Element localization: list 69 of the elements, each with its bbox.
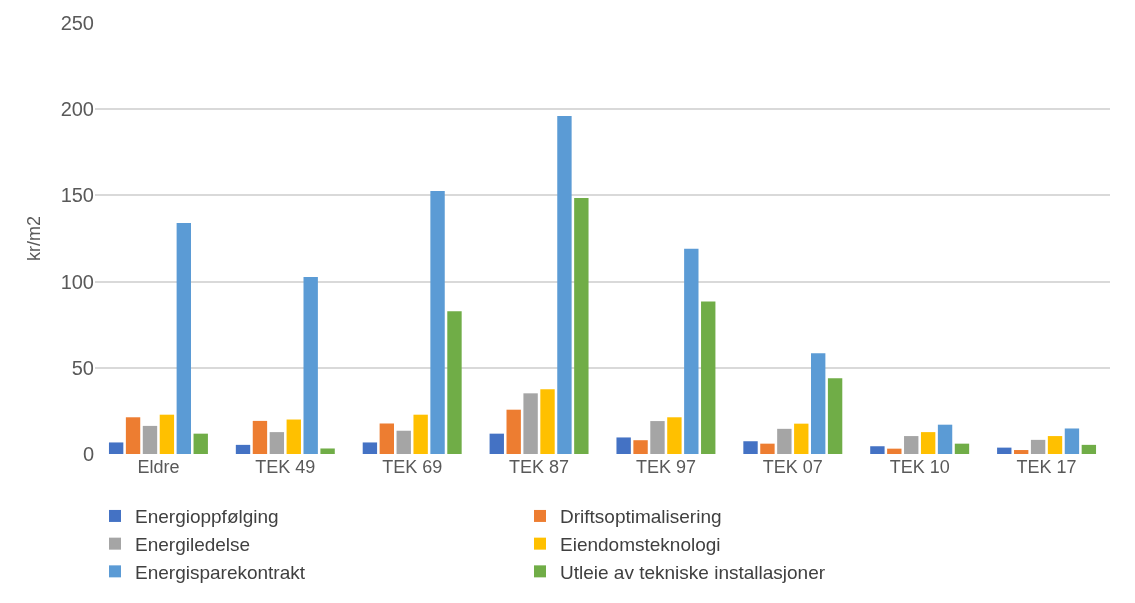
bar [142, 425, 158, 454]
bar [557, 116, 572, 454]
x-tick-label: TEK 69 [382, 457, 443, 477]
x-tick-label: TEK 87 [509, 457, 570, 477]
y-tick-label: 0 [82, 443, 94, 465]
x-tick-label: TEK 49 [255, 457, 316, 477]
bar [193, 433, 208, 454]
legend-label: Driftsoptimalisering [560, 506, 722, 528]
bar [320, 448, 335, 454]
bar [108, 442, 124, 454]
bar [684, 248, 699, 454]
bar [870, 446, 885, 454]
bar [574, 197, 589, 454]
bar [430, 191, 445, 454]
x-tick-label: TEK 17 [1016, 457, 1077, 477]
bar [159, 414, 175, 454]
bar [489, 433, 504, 454]
x-tick-label: TEK 07 [762, 457, 823, 477]
bar [506, 409, 521, 454]
bar [1081, 444, 1097, 454]
x-tick-label: TEK 97 [635, 457, 696, 477]
bar [362, 442, 378, 454]
bar [811, 353, 826, 454]
bar [827, 378, 843, 454]
bar [701, 301, 716, 454]
bar [523, 393, 538, 454]
bar [447, 311, 462, 454]
y-tick-label: 100 [60, 270, 94, 293]
x-tick-label: Eldre [137, 457, 180, 477]
y-tick-label: 50 [71, 356, 94, 379]
bar [667, 417, 682, 454]
y-tick-label: 150 [60, 184, 94, 207]
legend-label: Energisparekontrakt [135, 561, 306, 583]
bar [303, 277, 318, 454]
bar [1064, 428, 1080, 454]
bar [379, 423, 394, 454]
bar [887, 448, 902, 454]
bar [777, 428, 792, 454]
bar [633, 440, 648, 454]
y-tick-label: 200 [60, 98, 94, 121]
bar [1014, 450, 1029, 454]
bar [920, 432, 936, 454]
bar [125, 417, 141, 454]
bar [743, 441, 758, 454]
bar [997, 447, 1012, 454]
bar [252, 420, 268, 454]
legend-label: Energioppfølging [135, 506, 279, 528]
bar [937, 424, 953, 454]
bar [616, 437, 631, 454]
legend-label: Eiendomsteknologi [560, 534, 721, 556]
bar [760, 443, 775, 454]
bar [1047, 436, 1063, 454]
bar [954, 443, 970, 454]
bar [540, 389, 555, 454]
y-tick-label: 250 [60, 12, 94, 34]
bar [650, 421, 665, 454]
bar [904, 436, 919, 454]
bar [396, 430, 411, 454]
bar [794, 423, 809, 454]
bar [1030, 439, 1046, 454]
legend-label: Utleie av tekniske installasjoner [560, 561, 826, 583]
x-tick-label: TEK 10 [889, 457, 950, 477]
y-axis-title: kr/m2 [23, 216, 44, 261]
bar [176, 222, 191, 454]
bar [235, 444, 251, 454]
bar [286, 419, 301, 454]
legend-label: Energiledelse [135, 534, 251, 556]
bar [413, 414, 428, 454]
bar [269, 432, 285, 454]
